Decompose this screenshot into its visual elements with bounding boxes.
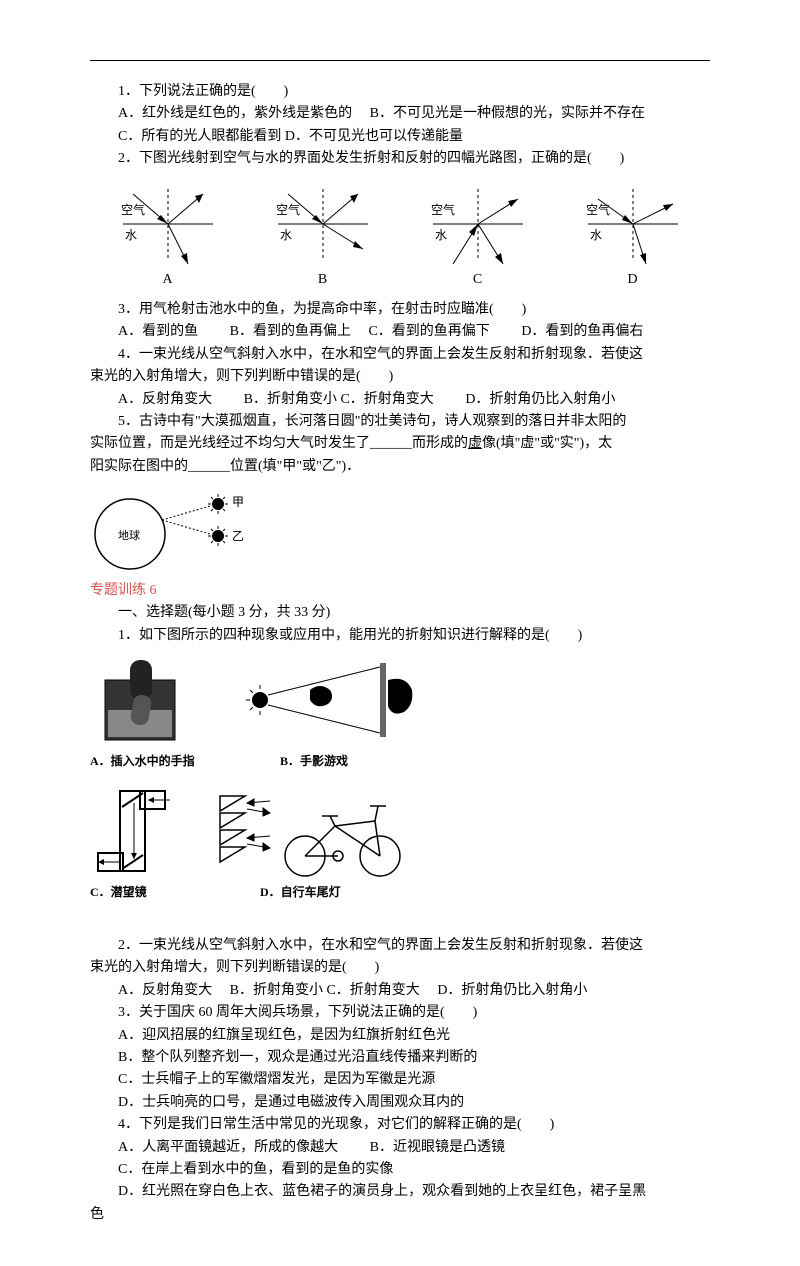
p2-stem-1: 2．一束光线从空气斜射入水中，在水和空气的界面上会发生反射和折射现象．若使这 xyxy=(90,935,710,957)
p4-D-2: 色 xyxy=(90,1204,710,1226)
p1-img-D xyxy=(210,781,410,881)
q2-stem: 2．下图光线射到空气与水的界面处发生折射和反射的四幅光路图，正确的是( ) xyxy=(90,148,710,170)
section-sub: 一、选择题(每小题 3 分，共 33 分) xyxy=(90,602,710,624)
p2-C: C．折射角变大 xyxy=(326,983,419,998)
q2-label-B: B xyxy=(268,269,378,291)
q2-diagram-D: 空气水 D xyxy=(578,179,688,291)
q2-label-D: D xyxy=(578,269,688,291)
earth-label: 地球 xyxy=(118,528,140,542)
p1-capD: D．自行车尾灯 xyxy=(240,883,460,902)
p1-img-A xyxy=(90,655,200,750)
q4-stem-line1: 4．一束光线从空气斜射入水中，在水和空气的界面上会发生反射和折射现象．若使这 xyxy=(90,344,710,366)
q1-C: C．所有的光人眼都能看到 xyxy=(118,129,281,144)
p4-C: C．在岸上看到水中的鱼，看到的是鱼的实像 xyxy=(90,1159,710,1181)
q4-C: C．折射角变大 xyxy=(340,392,433,407)
p2-stem-2: 束光的入射角增大，则下列判断错误的是( ) xyxy=(90,957,710,979)
p4-AB: A．人离平面镜越近，所成的像越大 B．近视眼镜是凸透镜 xyxy=(90,1137,710,1159)
p1-captions-1: A．插入水中的手指 B．手影游戏 xyxy=(90,752,710,771)
q3-options: A．看到的鱼 B．看到的鱼再偏上 C．看到的鱼再偏下 D．看到的鱼再偏右 xyxy=(90,321,710,343)
q5-diagram: 地球 甲 乙 xyxy=(90,484,710,574)
p2-A: A．反射角变大 xyxy=(118,983,212,998)
q2-diagrams: 空气 水 A 空气水 B 空气水 C xyxy=(90,179,710,291)
p2-options: A．反射角变大 B．折射角变小 C．折射角变大 D．折射角仍比入射角小 xyxy=(90,980,710,1002)
q4-B: B．折射角变小 xyxy=(244,392,337,407)
q4-options: A．反射角变大 B．折射角变小 C．折射角变大 D．折射角仍比入射角小 xyxy=(90,389,710,411)
p2-B: B．折射角变小 xyxy=(230,983,323,998)
q4-D: D．折射角仍比入射角小 xyxy=(465,392,615,407)
top-rule xyxy=(90,60,710,61)
q1-D: D．不可见光也可以传递能量 xyxy=(285,129,463,144)
svg-text:空气: 空气 xyxy=(431,202,455,217)
q2-label-A: A xyxy=(113,269,223,291)
svg-text:水: 水 xyxy=(435,228,447,242)
q5-stem-1: 5．古诗中有"大漠孤烟直，长河落日圆"的壮美诗句，诗人观察到的落日并非太阳的 xyxy=(90,411,710,433)
section-title: 专题训练 6 xyxy=(90,580,710,602)
p1-images-row1 xyxy=(90,655,710,750)
q5-stem-2: 实际位置，而是光线经过不均匀大气时发生了______而形成的虚像(填"虚"或"实… xyxy=(90,433,710,455)
air-label: 空气 xyxy=(121,202,145,217)
q1-options: A．红外线是红色的，紫外线是紫色的 B．不可见光是一种假想的光，实际并不存在 xyxy=(90,103,710,125)
q4-A: A．反射角变大 xyxy=(118,392,212,407)
p1-stem: 1．如下图所示的四种现象或应用中，能用光的折射知识进行解释的是( ) xyxy=(90,625,710,647)
q1-A: A．红外线是红色的，紫外线是紫色的 xyxy=(118,106,352,121)
water-label: 水 xyxy=(125,228,137,242)
p1-capA: A．插入水中的手指 xyxy=(90,752,200,771)
svg-text:空气: 空气 xyxy=(276,202,300,217)
p2-D: D．折射角仍比入射角小 xyxy=(437,983,587,998)
p1-img-C xyxy=(90,781,180,881)
p4-D-1: D．红光照在穿白色上衣、蓝色裙子的演员身上，观众看到她的上衣呈红色，裙子呈黑 xyxy=(90,1181,710,1203)
q4-stem-line2: 束光的入射角增大，则下列判断中错误的是( ) xyxy=(90,366,710,388)
q3-D: D．看到的鱼再偏右 xyxy=(521,324,643,339)
p1-capB: B．手影游戏 xyxy=(240,752,460,771)
svg-text:水: 水 xyxy=(280,228,292,242)
q2-diagram-A: 空气 水 A xyxy=(113,179,223,291)
q3-C: C．看到的鱼再偏下 xyxy=(368,324,489,339)
q2-label-C: C xyxy=(423,269,533,291)
yi-label: 乙 xyxy=(232,529,244,543)
p1-captions-2: C．潜望镜 D．自行车尾灯 xyxy=(90,883,710,902)
q1-options-2: C．所有的光人眼都能看到 D．不可见光也可以传递能量 xyxy=(90,126,710,148)
q5-stem-3: 阳实际在图中的______位置(填"甲"或"乙")． xyxy=(90,456,710,478)
p3-stem: 3．关于国庆 60 周年大阅兵场景，下列说法正确的是( ) xyxy=(90,1002,710,1024)
p3-A: A．迎风招展的红旗呈现红色，是因为红旗折射红色光 xyxy=(90,1025,710,1047)
q2-diagram-B: 空气水 B xyxy=(268,179,378,291)
p4-stem: 4．下列是我们日常生活中常见的光现象，对它们的解释正确的是( ) xyxy=(90,1114,710,1136)
p3-B: B．整个队列整齐划一，观众是通过光沿直线传播来判断的 xyxy=(90,1047,710,1069)
p1-images-row2 xyxy=(90,781,710,881)
svg-text:水: 水 xyxy=(590,228,602,242)
p1-img-B xyxy=(240,655,420,750)
q1-B: B．不可见光是一种假想的光，实际并不存在 xyxy=(370,106,645,121)
p4-A: A．人离平面镜越近，所成的像越大 xyxy=(118,1140,338,1155)
p1-capC: C．潜望镜 xyxy=(90,883,180,902)
q3-A: A．看到的鱼 xyxy=(118,324,198,339)
q2-diagram-C: 空气水 C xyxy=(423,179,533,291)
p3-D: D．士兵响亮的口号，是通过电磁波传入周围观众耳内的 xyxy=(90,1092,710,1114)
q1-stem: 1．下列说法正确的是( ) xyxy=(90,81,710,103)
q3-stem: 3．用气枪射击池水中的鱼，为提高命中率，在射击时应瞄准( ) xyxy=(90,299,710,321)
p4-B: B．近视眼镜是凸透镜 xyxy=(370,1140,505,1155)
svg-text:空气: 空气 xyxy=(586,202,610,217)
p3-C: C．士兵帽子上的军徽熠熠发光，是因为军徽是光源 xyxy=(90,1069,710,1091)
q3-B: B．看到的鱼再偏上 xyxy=(230,324,351,339)
jia-label: 甲 xyxy=(232,495,244,509)
